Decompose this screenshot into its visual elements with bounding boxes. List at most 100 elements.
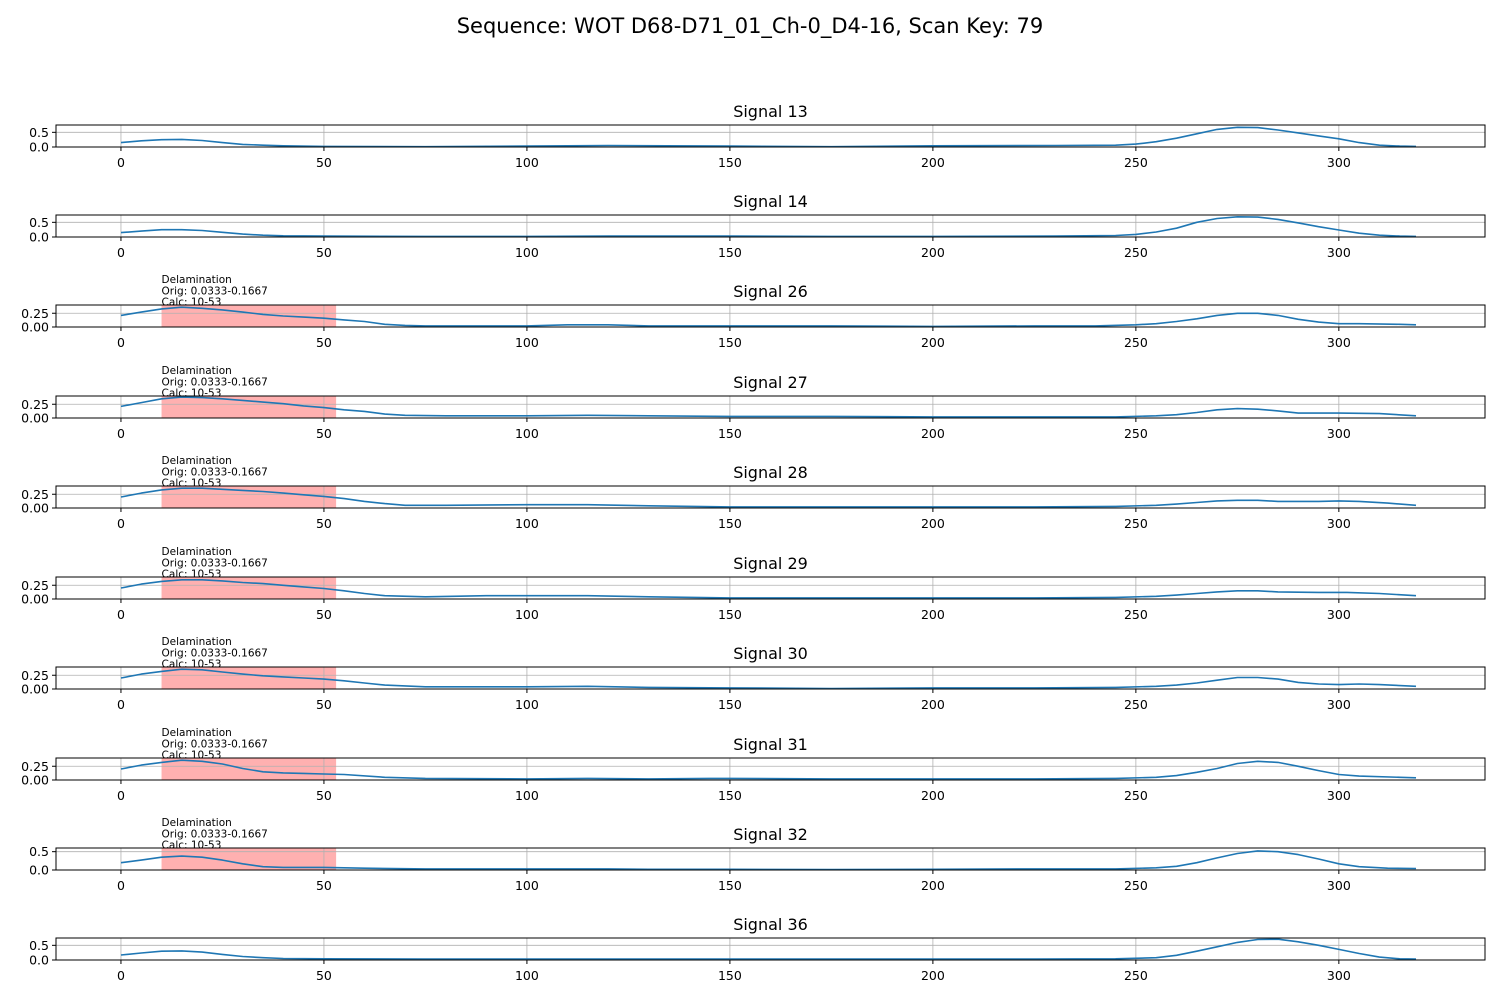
y-tick-label: 0.5 xyxy=(29,844,49,859)
axes-frame xyxy=(55,937,1486,961)
x-tick-label: 0 xyxy=(117,426,125,441)
signal-line xyxy=(120,126,1417,148)
x-tick-label: 200 xyxy=(921,426,945,441)
x-tick-label: 100 xyxy=(515,968,539,983)
x-tick-label: 300 xyxy=(1327,878,1351,893)
x-tick-label: 250 xyxy=(1124,697,1148,712)
x-tick-label: 200 xyxy=(921,968,945,983)
x-tick-label: 300 xyxy=(1327,968,1351,983)
axes-frame xyxy=(55,395,1486,419)
delamination-region xyxy=(161,305,337,327)
x-tick-label: 150 xyxy=(718,155,742,170)
x-tick-label: 150 xyxy=(718,878,742,893)
x-tick-label: 150 xyxy=(718,968,742,983)
x-tick-label: 100 xyxy=(515,607,539,622)
subplot-title: Signal 13 xyxy=(733,102,808,121)
region-annotation: Delamination xyxy=(162,817,232,829)
region-annotation: Calc: 10-53 xyxy=(162,297,222,309)
x-tick-label: 100 xyxy=(515,155,539,170)
x-tick-label: 200 xyxy=(921,878,945,893)
x-tick-label: 100 xyxy=(515,335,539,350)
x-tick-label: 250 xyxy=(1124,155,1148,170)
region-annotation: Orig: 0.0333-0.1667 xyxy=(162,557,268,569)
x-tick-label: 150 xyxy=(718,335,742,350)
region-annotation: Calc: 10-53 xyxy=(162,478,222,490)
x-tick-label: 150 xyxy=(718,788,742,803)
region-annotation: Calc: 10-53 xyxy=(162,388,222,400)
x-tick-label: 50 xyxy=(316,607,332,622)
delamination-region xyxy=(161,577,337,599)
region-annotation: Calc: 10-53 xyxy=(162,659,222,671)
signal-line xyxy=(120,938,1417,960)
region-annotation: Orig: 0.0333-0.1667 xyxy=(162,285,268,297)
axes-frame xyxy=(55,214,1486,238)
signal-line xyxy=(120,579,1417,599)
delamination-region xyxy=(161,667,337,689)
y-tick-label: 0.0 xyxy=(29,230,49,245)
x-tick-label: 0 xyxy=(117,968,125,983)
x-tick-label: 300 xyxy=(1327,426,1351,441)
subplot-title: Signal 14 xyxy=(733,192,808,211)
x-tick-label: 200 xyxy=(921,788,945,803)
subplot-title: Signal 29 xyxy=(733,554,808,573)
y-tick-label: 0.5 xyxy=(29,125,49,140)
x-tick-label: 100 xyxy=(515,245,539,260)
x-tick-label: 150 xyxy=(718,516,742,531)
signal-line xyxy=(120,487,1417,508)
region-annotation: Calc: 10-53 xyxy=(162,569,222,581)
x-tick-label: 0 xyxy=(117,335,125,350)
y-tick-label: 0.00 xyxy=(21,682,49,697)
y-tick-label: 0.00 xyxy=(21,320,49,335)
x-tick-label: 50 xyxy=(316,968,332,983)
region-annotation: Delamination xyxy=(162,455,232,467)
delamination-region xyxy=(161,396,337,418)
x-tick-label: 300 xyxy=(1327,607,1351,622)
y-tick-label: 0.5 xyxy=(29,938,49,953)
x-tick-label: 50 xyxy=(316,697,332,712)
region-annotation: Orig: 0.0333-0.1667 xyxy=(162,738,268,750)
x-tick-label: 50 xyxy=(316,878,332,893)
x-tick-label: 300 xyxy=(1327,155,1351,170)
y-tick-label: 0.25 xyxy=(21,487,49,502)
x-tick-label: 100 xyxy=(515,878,539,893)
x-tick-label: 250 xyxy=(1124,516,1148,531)
axes-frame xyxy=(55,666,1486,690)
subplot-title: Signal 26 xyxy=(733,282,808,301)
x-tick-label: 100 xyxy=(515,516,539,531)
x-tick-label: 0 xyxy=(117,155,125,170)
y-tick-label: 0.25 xyxy=(21,397,49,412)
region-annotation: Orig: 0.0333-0.1667 xyxy=(162,466,268,478)
subplot-title: Signal 27 xyxy=(733,373,808,392)
region-annotation: Orig: 0.0333-0.1667 xyxy=(162,647,268,659)
signal-line xyxy=(120,216,1417,238)
y-tick-label: 0.00 xyxy=(21,592,49,607)
axes-frame xyxy=(55,124,1486,148)
x-tick-label: 300 xyxy=(1327,335,1351,350)
x-tick-label: 250 xyxy=(1124,788,1148,803)
x-tick-label: 50 xyxy=(316,426,332,441)
region-annotation: Delamination xyxy=(162,546,232,558)
x-tick-label: 150 xyxy=(718,607,742,622)
region-annotation: Calc: 10-53 xyxy=(162,840,222,852)
subplot-title: Signal 32 xyxy=(733,825,808,844)
x-tick-label: 250 xyxy=(1124,878,1148,893)
x-tick-label: 50 xyxy=(316,335,332,350)
x-tick-label: 200 xyxy=(921,607,945,622)
x-tick-label: 0 xyxy=(117,245,125,260)
x-tick-label: 200 xyxy=(921,516,945,531)
axes-frame xyxy=(55,304,1486,328)
y-tick-label: 0.5 xyxy=(29,215,49,230)
x-tick-label: 50 xyxy=(316,788,332,803)
x-tick-label: 200 xyxy=(921,697,945,712)
x-tick-label: 200 xyxy=(921,245,945,260)
subplot-title: Signal 31 xyxy=(733,735,808,754)
x-tick-label: 300 xyxy=(1327,697,1351,712)
x-tick-label: 250 xyxy=(1124,968,1148,983)
subplot-title: Signal 36 xyxy=(733,915,808,934)
region-annotation: Orig: 0.0333-0.1667 xyxy=(162,376,268,388)
y-tick-label: 0.0 xyxy=(29,863,49,878)
x-tick-label: 100 xyxy=(515,426,539,441)
y-tick-label: 0.00 xyxy=(21,411,49,426)
region-annotation: Delamination xyxy=(162,274,232,286)
